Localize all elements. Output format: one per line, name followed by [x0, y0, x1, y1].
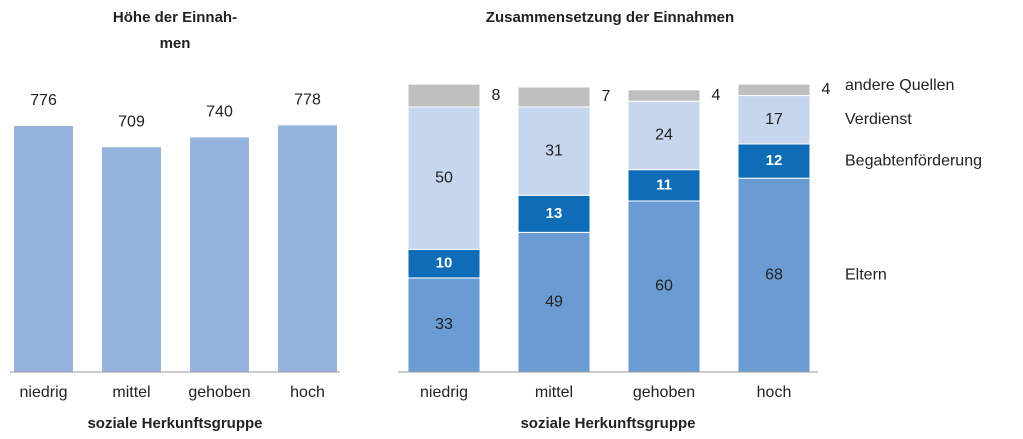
value-label: 17 [765, 111, 783, 128]
x-tick-label: niedrig [19, 384, 67, 401]
bar-segment [737, 177, 811, 373]
bar-segment [737, 143, 811, 179]
legend-label: Eltern [845, 266, 887, 283]
x-axis-label: soziale Herkunftsgruppe [520, 415, 695, 432]
bar [190, 137, 249, 372]
value-label: 68 [765, 266, 783, 283]
bar-segment [517, 86, 591, 108]
bar [14, 126, 73, 373]
legend-label: Verdienst [845, 111, 912, 128]
value-label: 50 [435, 169, 453, 186]
value-label: 33 [435, 316, 453, 333]
value-label: 4 [712, 87, 721, 104]
legend-label: andere Quellen [845, 77, 954, 94]
value-label: 49 [545, 293, 563, 310]
bar [102, 147, 161, 372]
value-label: 4 [822, 81, 831, 98]
value-label: 12 [766, 152, 783, 169]
chart-title: Zusammensetzung der Einnahmen [486, 9, 734, 26]
x-tick-label: hoch [757, 384, 792, 401]
chart-title: Höhe der Einnah- [113, 9, 237, 26]
value-label: 778 [294, 92, 321, 109]
x-tick-label: gehoben [633, 384, 695, 401]
bar-segment [627, 200, 701, 373]
value-label: 776 [30, 92, 57, 109]
bar [278, 125, 337, 373]
value-label: 31 [545, 142, 563, 159]
bar-segment [517, 231, 591, 373]
x-tick-label: niedrig [420, 384, 468, 401]
value-label: 60 [655, 278, 673, 295]
value-label: 10 [436, 255, 453, 272]
x-tick-label: hoch [290, 384, 325, 401]
bar-segment [627, 100, 701, 171]
bar-segment [407, 83, 481, 108]
bar-segment [627, 169, 701, 202]
bar-segment [737, 95, 811, 145]
x-axis-label: soziale Herkunftsgruppe [87, 415, 262, 432]
bar-segment [407, 248, 481, 279]
legend-label: Begabtenförderung [845, 152, 982, 169]
value-label: 740 [206, 104, 233, 121]
value-label: 709 [118, 113, 145, 130]
chart-title: men [160, 35, 191, 52]
bar-segment [627, 89, 701, 102]
value-label: 7 [602, 88, 611, 105]
bar-segment [737, 83, 811, 97]
value-label: 24 [655, 127, 673, 144]
x-tick-label: mittel [112, 384, 150, 401]
value-label: 11 [656, 176, 672, 193]
bar-segment [517, 106, 591, 196]
value-label: 8 [492, 87, 501, 104]
bar-segment [517, 194, 591, 233]
x-tick-label: mittel [535, 384, 573, 401]
x-tick-label: gehoben [188, 384, 250, 401]
value-label: 13 [546, 205, 563, 222]
